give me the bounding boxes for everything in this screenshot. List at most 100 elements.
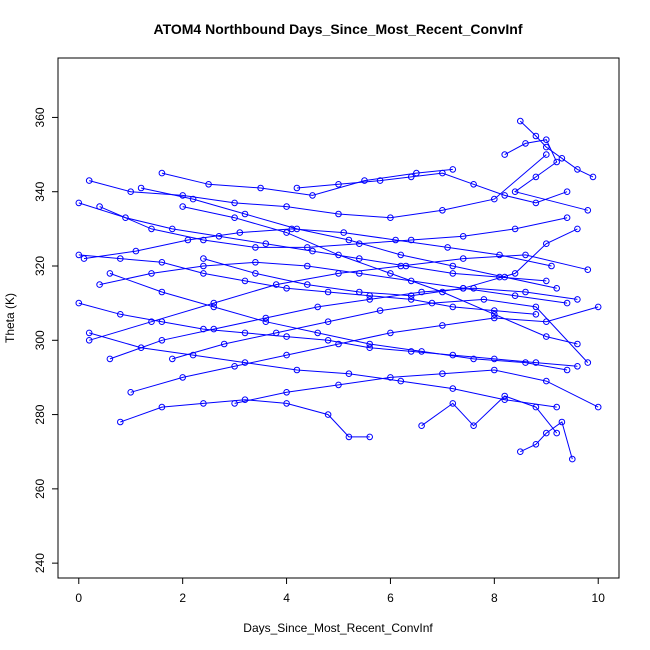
data-point (387, 270, 394, 277)
data-point (127, 389, 134, 396)
data-point (158, 337, 166, 344)
data-point (189, 351, 197, 359)
data-point (304, 244, 311, 251)
data-point (231, 400, 238, 407)
series-11 (96, 259, 571, 307)
series-line (182, 206, 578, 345)
data-point (407, 296, 415, 303)
data-point (569, 455, 576, 463)
x-tick-label: 4 (283, 591, 290, 605)
data-point (439, 207, 446, 214)
data-point (252, 270, 259, 277)
data-point (324, 318, 332, 326)
data-point (189, 195, 197, 203)
data-point (117, 255, 124, 262)
data-point (345, 370, 353, 378)
data-point (501, 392, 509, 400)
x-axis-label: Days_Since_Most_Recent_ConvInf (243, 621, 433, 635)
series-9 (517, 418, 576, 463)
data-point (449, 303, 457, 311)
data-point (200, 270, 207, 277)
data-point (210, 303, 218, 311)
data-point (548, 262, 555, 270)
data-point (241, 210, 249, 218)
data-point (407, 173, 415, 181)
data-point (335, 381, 342, 389)
series-line (161, 168, 453, 196)
data-point (449, 400, 457, 407)
data-point (532, 199, 540, 207)
data-point (283, 229, 290, 236)
series-line (504, 139, 588, 211)
data-point (304, 262, 311, 270)
data-point (392, 236, 399, 244)
data-point (511, 225, 519, 233)
data-point (231, 363, 238, 370)
data-point (387, 374, 394, 381)
data-point (283, 203, 290, 210)
data-point (272, 281, 280, 288)
data-point (148, 270, 155, 277)
data-point (449, 166, 457, 173)
series-line (78, 254, 536, 315)
data-point (594, 303, 602, 311)
data-point (397, 377, 405, 385)
data-point (75, 299, 83, 307)
data-point (262, 318, 270, 326)
series-19 (231, 366, 602, 411)
data-point (158, 288, 166, 296)
series-21 (293, 169, 571, 207)
data-point (75, 199, 83, 207)
data-point (200, 262, 207, 270)
data-point (356, 255, 363, 262)
series-14 (137, 184, 561, 292)
x-tick-label: 10 (592, 591, 606, 605)
data-point (543, 240, 550, 247)
data-point (262, 314, 270, 322)
data-point (584, 266, 592, 274)
y-tick-label: 340 (33, 181, 47, 201)
series-line (130, 306, 599, 393)
data-point (543, 333, 550, 340)
data-point (169, 355, 176, 363)
data-point (491, 355, 498, 363)
series-line (99, 261, 568, 304)
x-tick-label: 2 (179, 591, 186, 605)
data-point (158, 259, 166, 266)
series-16 (169, 296, 592, 366)
data-point (532, 303, 540, 311)
series-line (172, 298, 589, 363)
data-point (366, 344, 374, 352)
data-point (158, 403, 166, 411)
data-point (85, 177, 93, 184)
data-point (584, 207, 592, 214)
data-point (407, 348, 415, 355)
data-point (532, 132, 540, 140)
data-point (594, 403, 602, 411)
series-line (99, 206, 568, 248)
data-point (309, 247, 316, 255)
data-point (117, 311, 124, 318)
series-line (520, 421, 573, 460)
data-point (252, 244, 259, 251)
data-point (137, 184, 145, 192)
data-point (439, 322, 446, 329)
data-point (210, 299, 218, 307)
data-point (517, 448, 524, 456)
data-point (418, 288, 425, 296)
data-point (418, 348, 425, 355)
data-point (459, 233, 467, 240)
data-point (501, 192, 509, 199)
data-point (444, 244, 451, 251)
data-point (340, 229, 348, 236)
data-point (241, 277, 249, 285)
data-point (563, 299, 571, 307)
data-point (511, 270, 519, 277)
data-point (574, 296, 581, 303)
data-point (241, 359, 249, 366)
data-point (252, 259, 259, 266)
data-point (335, 210, 342, 218)
data-point (553, 403, 561, 411)
plot-area (75, 117, 602, 463)
